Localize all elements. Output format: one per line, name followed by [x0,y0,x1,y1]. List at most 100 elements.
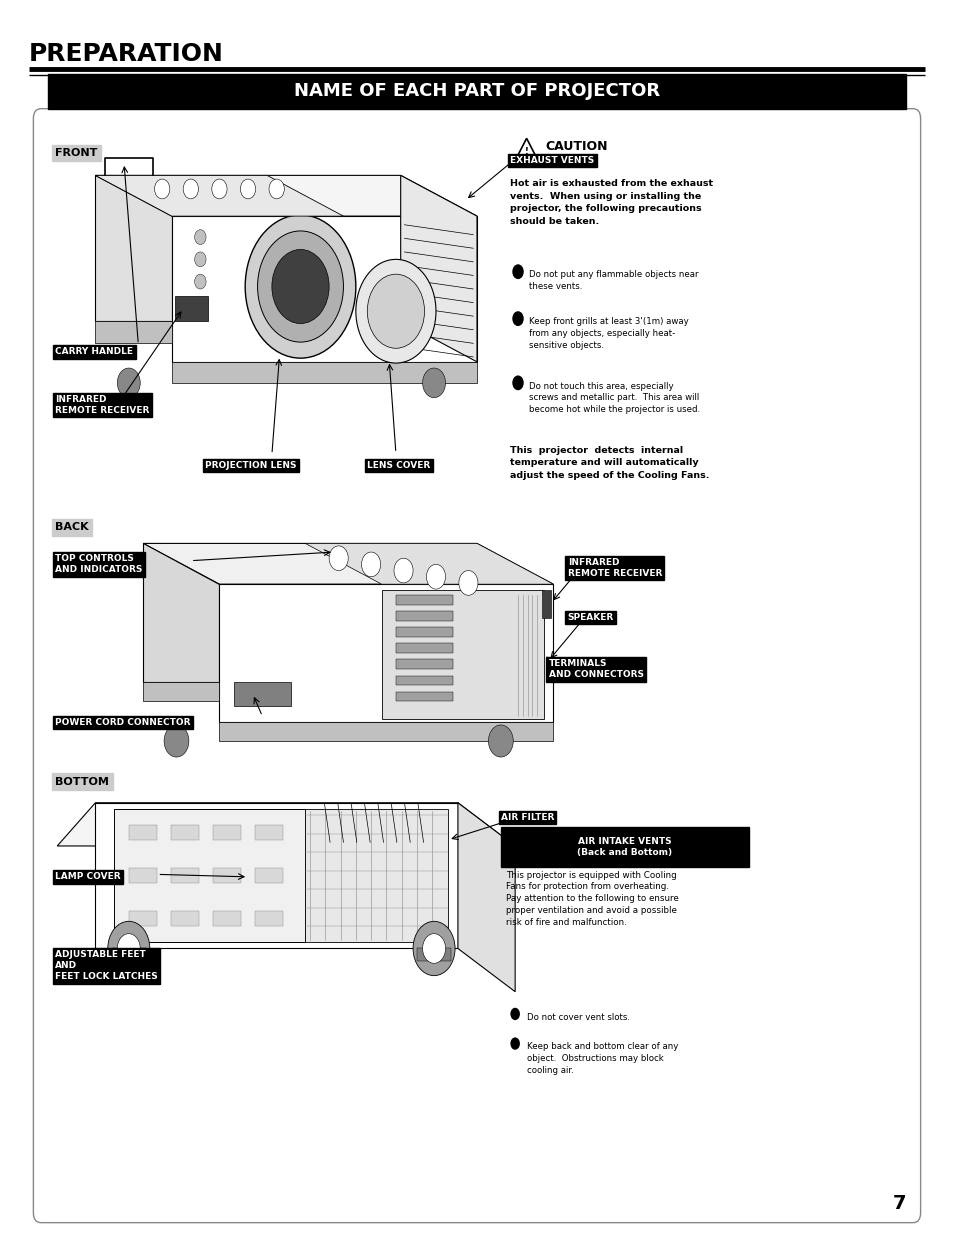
Polygon shape [457,803,515,992]
Circle shape [164,725,189,757]
Circle shape [510,1037,519,1050]
Text: TERMINALS
AND CONNECTORS: TERMINALS AND CONNECTORS [548,659,643,679]
Circle shape [240,179,255,199]
Polygon shape [515,138,537,161]
FancyBboxPatch shape [254,868,283,883]
Circle shape [422,368,445,398]
Polygon shape [95,175,343,216]
Text: Hot air is exhausted from the exhaust
vents.  When using or installing the
proje: Hot air is exhausted from the exhaust ve… [510,179,713,226]
Text: This projector is equipped with Cooling
Fans for protection from overheating.
Pa: This projector is equipped with Cooling … [505,871,678,927]
Circle shape [361,552,380,577]
FancyBboxPatch shape [500,827,748,867]
Circle shape [194,274,206,289]
Circle shape [512,311,523,326]
FancyBboxPatch shape [213,868,241,883]
Text: BOTTOM: BOTTOM [55,777,109,787]
Text: BACK: BACK [55,522,89,532]
Polygon shape [172,216,476,362]
FancyBboxPatch shape [541,590,551,618]
FancyBboxPatch shape [171,911,199,926]
FancyBboxPatch shape [129,911,157,926]
Polygon shape [381,590,543,719]
Circle shape [413,921,455,976]
FancyBboxPatch shape [395,611,453,621]
Circle shape [355,259,436,363]
Text: Keep back and bottom clear of any
object.  Obstructions may block
cooling air.: Keep back and bottom clear of any object… [526,1042,678,1074]
Text: Do not cover vent slots.: Do not cover vent slots. [526,1013,629,1021]
Circle shape [426,564,445,589]
Circle shape [257,231,343,342]
Text: LAMP COVER: LAMP COVER [55,872,121,882]
Polygon shape [143,682,219,701]
Text: FRONT: FRONT [55,148,97,158]
FancyBboxPatch shape [395,627,453,637]
FancyBboxPatch shape [213,825,241,840]
FancyBboxPatch shape [395,676,453,685]
FancyBboxPatch shape [171,825,199,840]
FancyBboxPatch shape [112,948,146,961]
FancyBboxPatch shape [395,643,453,653]
Circle shape [194,230,206,245]
Text: TOP CONTROLS
AND INDICATORS: TOP CONTROLS AND INDICATORS [55,555,143,574]
Text: POWER CORD CONNECTOR: POWER CORD CONNECTOR [55,718,191,727]
Circle shape [117,934,140,963]
Text: ADJUSTABLE FEET
AND
FEET LOCK LATCHES: ADJUSTABLE FEET AND FEET LOCK LATCHES [55,950,158,982]
Polygon shape [143,543,553,584]
Text: AIR FILTER: AIR FILTER [500,813,554,823]
Polygon shape [114,809,305,942]
Text: EXHAUST VENTS: EXHAUST VENTS [510,156,594,165]
Circle shape [512,375,523,390]
Circle shape [394,558,413,583]
Text: CAUTION: CAUTION [545,141,608,153]
FancyBboxPatch shape [129,868,157,883]
Circle shape [183,179,198,199]
Text: 7: 7 [892,1194,905,1213]
Text: Keep front grills at least 3'(1m) away
from any objects, especially heat-
sensit: Keep front grills at least 3'(1m) away f… [529,317,688,350]
Text: PREPARATION: PREPARATION [29,42,223,65]
Circle shape [272,249,329,324]
Circle shape [194,252,206,267]
Circle shape [108,921,150,976]
FancyBboxPatch shape [33,109,920,1223]
Polygon shape [95,321,172,343]
FancyBboxPatch shape [395,595,453,605]
Text: INFRARED
REMOTE RECEIVER: INFRARED REMOTE RECEIVER [55,395,150,415]
Polygon shape [57,803,515,846]
Text: Do not put any flammable objects near
these vents.: Do not put any flammable objects near th… [529,270,699,291]
FancyBboxPatch shape [48,74,905,109]
Polygon shape [143,543,219,682]
Text: INFRARED
REMOTE RECEIVER: INFRARED REMOTE RECEIVER [567,558,661,578]
Text: SPEAKER: SPEAKER [567,613,613,622]
Polygon shape [95,803,457,948]
Polygon shape [305,543,553,584]
Polygon shape [400,175,476,362]
Polygon shape [219,584,553,722]
Circle shape [510,1008,519,1020]
FancyBboxPatch shape [395,692,453,701]
Text: LENS COVER: LENS COVER [367,461,430,471]
Text: CARRY HANDLE: CARRY HANDLE [55,347,133,357]
Circle shape [245,215,355,358]
FancyBboxPatch shape [416,948,451,961]
Circle shape [212,179,227,199]
FancyBboxPatch shape [171,868,199,883]
Polygon shape [305,809,448,942]
Polygon shape [95,175,477,216]
Text: AIR INTAKE VENTS
(Back and Bottom): AIR INTAKE VENTS (Back and Bottom) [577,837,672,857]
Text: Do not touch this area, especially
screws and metallic part.  This area will
bec: Do not touch this area, especially screw… [529,382,700,414]
Circle shape [367,274,424,348]
Circle shape [512,264,523,279]
Circle shape [422,934,445,963]
FancyBboxPatch shape [213,911,241,926]
Circle shape [458,571,477,595]
FancyBboxPatch shape [174,296,208,321]
Polygon shape [172,362,476,383]
Text: PROJECTION LENS: PROJECTION LENS [205,461,296,471]
Polygon shape [219,722,553,741]
Text: !: ! [524,147,528,157]
Polygon shape [95,175,172,321]
Circle shape [154,179,170,199]
Circle shape [488,725,513,757]
Circle shape [269,179,284,199]
FancyBboxPatch shape [254,911,283,926]
